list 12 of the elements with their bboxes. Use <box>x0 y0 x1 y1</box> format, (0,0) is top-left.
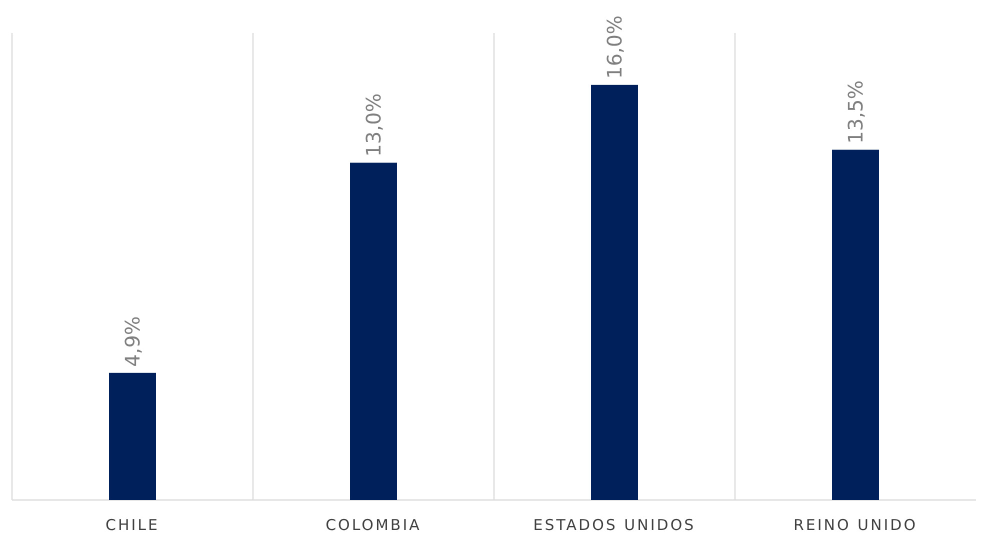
data-label: 4,9% <box>120 316 144 367</box>
x-tick-label: ESTADOS UNIDOS <box>533 516 696 534</box>
data-label: 16,0% <box>602 15 626 79</box>
data-label: 13,5% <box>844 80 868 144</box>
bar <box>591 84 638 500</box>
x-tick-label: REINO UNIDO <box>793 516 918 534</box>
x-tick-label: COLOMBIA <box>326 516 422 534</box>
data-label: 13,0% <box>362 93 386 157</box>
bar <box>109 372 156 500</box>
bar <box>350 162 397 500</box>
x-tick-label: CHILE <box>105 516 160 534</box>
bar <box>832 150 879 500</box>
